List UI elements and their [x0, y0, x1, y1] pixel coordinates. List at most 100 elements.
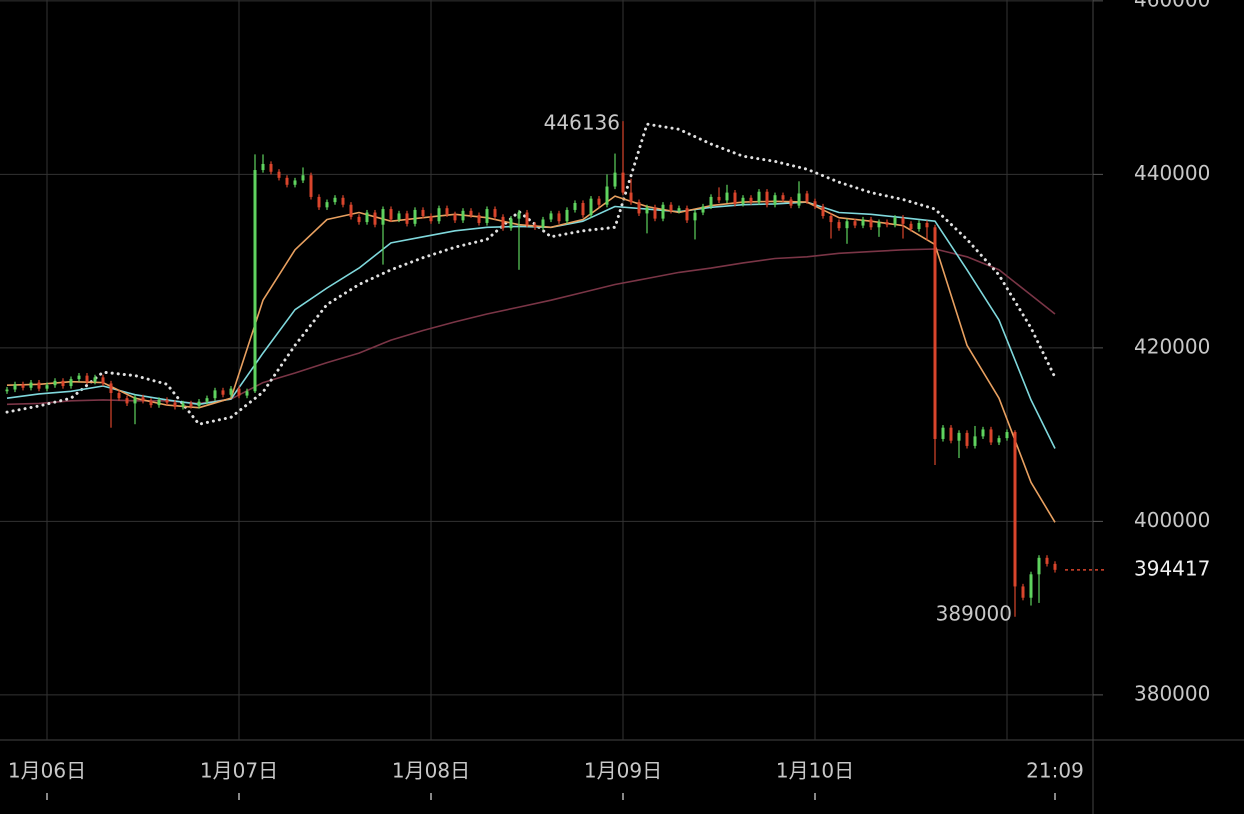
candle-body: [37, 382, 41, 389]
candle-body: [197, 401, 201, 407]
candle-body: [861, 219, 865, 226]
candle-body: [741, 197, 745, 204]
candle-body: [141, 397, 145, 401]
candle-body: [853, 221, 857, 226]
candle-body: [301, 175, 305, 181]
candle-body: [309, 175, 313, 197]
candle-body: [805, 193, 809, 202]
candle-body: [733, 192, 737, 204]
candle-body: [93, 377, 97, 382]
candle-body: [269, 163, 273, 172]
candle-body: [957, 432, 961, 441]
candle-body: [613, 172, 617, 187]
candle-body: [53, 380, 57, 386]
candle-body: [717, 196, 721, 201]
candle-body: [581, 203, 585, 216]
candle-body: [789, 199, 793, 206]
candle-body: [621, 172, 625, 193]
candle-body: [973, 436, 977, 446]
candle-body: [69, 379, 73, 387]
high-annotation: 446136: [544, 111, 620, 135]
candle-body: [213, 390, 217, 399]
candle-body: [357, 216, 361, 223]
candle-body: [5, 389, 9, 392]
candle-body: [813, 201, 817, 207]
candle-body: [1053, 563, 1057, 570]
candle-body: [477, 215, 481, 223]
y-tick-label: 380000: [1134, 681, 1210, 705]
candle-body: [877, 222, 881, 228]
candle-body: [685, 208, 689, 221]
candle-body: [941, 427, 945, 439]
candle-body: [21, 384, 25, 388]
candle-body: [949, 427, 953, 441]
candle-body: [645, 207, 649, 214]
candle-body: [1037, 557, 1041, 575]
candle-body: [101, 377, 105, 384]
candle-body: [565, 209, 569, 222]
candle-body: [829, 216, 833, 223]
candle-body: [237, 388, 241, 396]
candle-body: [373, 212, 377, 225]
candle-body: [893, 217, 897, 225]
candle-body: [965, 432, 969, 446]
candle-body: [469, 210, 473, 216]
candle-body: [1045, 557, 1049, 564]
candle-body: [317, 196, 321, 208]
candle-body: [245, 391, 249, 396]
candle-body: [557, 213, 561, 222]
y-tick-label: 400000: [1134, 508, 1210, 532]
candle-body: [293, 180, 297, 185]
x-tick-label: 1月07日: [200, 759, 278, 783]
candle-body: [781, 195, 785, 200]
x-tick-label: 1月06日: [8, 759, 86, 783]
x-tick-label: 1月08日: [392, 759, 470, 783]
candle-body: [989, 429, 993, 443]
candle-body: [901, 217, 905, 224]
candle-body: [749, 197, 753, 203]
candle-body: [77, 375, 81, 380]
candle-body: [933, 227, 937, 439]
candle-body: [133, 397, 137, 404]
candle-body: [349, 204, 353, 217]
candle-body: [493, 209, 497, 217]
candle-body: [29, 382, 33, 388]
candle-body: [925, 222, 929, 228]
candle-body: [605, 186, 609, 205]
candle-body: [1021, 586, 1025, 598]
candle-body: [757, 191, 761, 203]
candle-body: [1013, 432, 1017, 587]
candle-body: [629, 192, 633, 203]
candle-body: [285, 177, 289, 185]
candle-body: [525, 212, 529, 225]
candle-body: [1029, 574, 1033, 598]
candle-body: [1005, 432, 1009, 439]
candle-body: [981, 429, 985, 437]
candle-body: [85, 375, 89, 382]
candle-body: [125, 398, 129, 404]
candle-body: [205, 398, 209, 402]
candle-body: [869, 219, 873, 228]
candle-body: [709, 196, 713, 207]
candle-body: [413, 209, 417, 224]
candle-body: [909, 223, 913, 230]
y-tick-label: 460000: [1134, 0, 1210, 11]
y-tick-label: 440000: [1134, 161, 1210, 185]
candle-body: [589, 198, 593, 216]
y-tick-label: 420000: [1134, 334, 1210, 358]
candle-body: [365, 212, 369, 223]
candle-body: [173, 402, 177, 407]
candle-body: [181, 403, 185, 407]
candle-body: [997, 438, 1001, 443]
candle-body: [397, 213, 401, 220]
candle-body: [165, 399, 169, 403]
candle-body: [693, 212, 697, 221]
candle-body: [341, 197, 345, 205]
candle-body: [573, 203, 577, 210]
candle-body: [485, 209, 489, 223]
candle-body: [637, 202, 641, 214]
candle-body: [437, 208, 441, 222]
candle-body: [253, 170, 257, 392]
